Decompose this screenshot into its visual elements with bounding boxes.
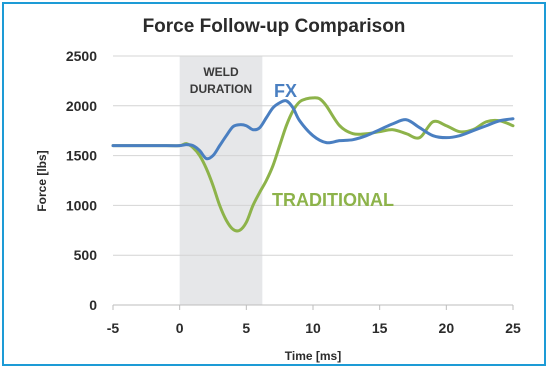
series-line-traditional: [111, 96, 515, 233]
weld-band-label-line: WELD: [203, 65, 239, 79]
series-line-fx: [111, 99, 515, 161]
x-tick-label: -5: [107, 320, 120, 336]
y-tick-label: 2500: [66, 48, 97, 64]
y-tick-label: 0: [89, 297, 97, 313]
x-tick-label: 5: [242, 320, 250, 336]
weld-band-rect: [179, 56, 263, 305]
y-tick-label: 1500: [66, 148, 97, 164]
x-axis-label: Time [ms]: [285, 349, 341, 363]
y-tick-label: 2000: [66, 98, 97, 114]
x-tick-label: 10: [305, 320, 321, 336]
series-lines: [111, 96, 515, 233]
chart-frame: [2, 2, 546, 366]
weld-band-label-line: DURATION: [190, 82, 252, 96]
x-tick-label: 20: [439, 320, 455, 336]
x-tick-label: 25: [505, 320, 521, 336]
x-tick-label: 15: [372, 320, 388, 336]
series-labels: FX TRADITIONAL: [272, 81, 394, 210]
y-tick-label: 1000: [66, 197, 97, 213]
y-tick-label: 500: [74, 247, 98, 263]
weld-duration-band: WELD DURATION: [179, 56, 263, 305]
y-axis-label: Force [lbs]: [35, 150, 49, 211]
chart-title: Force Follow-up Comparison: [143, 16, 406, 37]
series-label-traditional: TRADITIONAL: [272, 190, 394, 210]
gridlines: [113, 55, 513, 256]
axes: 0 500 1000 1500 2000 2500 -5 0 5 10 15 20 25: [66, 48, 521, 336]
series-label-fx: FX: [274, 81, 297, 101]
x-tick-label: 0: [176, 320, 184, 336]
